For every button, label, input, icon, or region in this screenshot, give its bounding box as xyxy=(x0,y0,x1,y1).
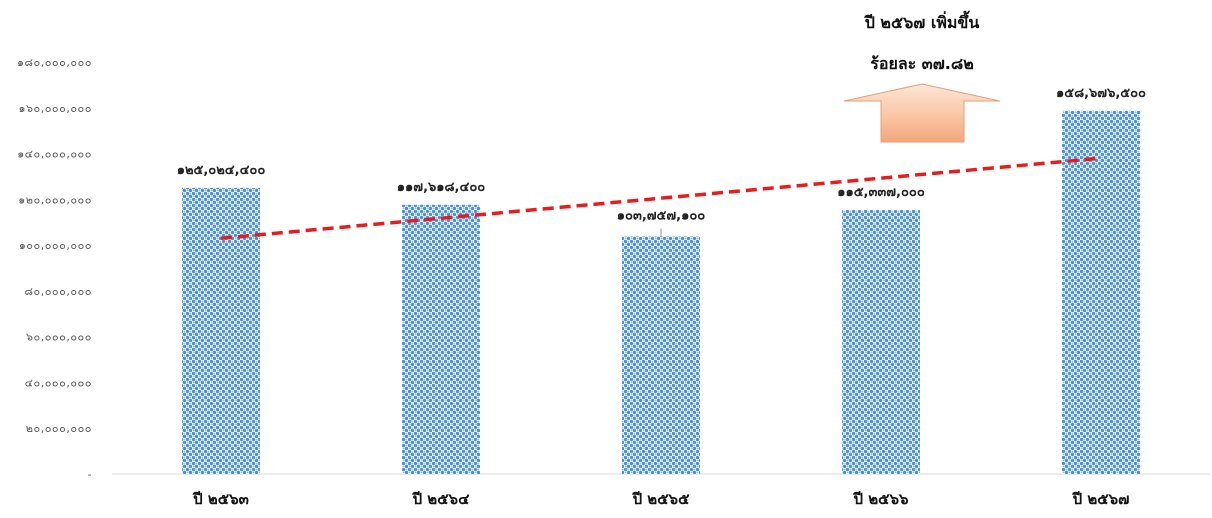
y-tick-label: ๔๐,๐๐๐,๐๐๐ xyxy=(25,376,92,389)
data-label: ๑๑๗,๖๑๘,๔๐๐ xyxy=(397,180,485,195)
bar xyxy=(622,236,700,474)
bars xyxy=(182,110,1140,475)
trendline-line xyxy=(220,156,1102,240)
bar xyxy=(1062,110,1140,474)
x-tick-label: ปี ๒๕๖๖ xyxy=(853,490,909,508)
bar xyxy=(402,204,480,474)
bar xyxy=(182,187,260,474)
y-tick-label: ๑๘๐,๐๐๐,๐๐๐ xyxy=(17,56,92,69)
y-tick-label: ๑๖๐,๐๐๐,๐๐๐ xyxy=(19,102,92,115)
x-axis: ปี ๒๕๖๓ ปี ๒๕๖๔ ปี ๒๕๖๕ ปี ๒๕๖๖ ปี ๒๕๖๗ xyxy=(192,490,1129,508)
annotation-line-2: ร้อยละ ๓๗.๘๒ xyxy=(870,54,973,73)
y-tick-label: ๑๔๐,๐๐๐,๐๐๐ xyxy=(17,148,92,161)
data-label: ๑๑๕,๓๓๗,๐๐๐ xyxy=(837,185,925,200)
annotation-line-1: ปี ๒๕๖๗ เพิ่มขึ้น xyxy=(863,10,979,32)
bar xyxy=(842,210,920,475)
y-axis: - ๒๐,๐๐๐,๐๐๐ ๔๐,๐๐๐,๐๐๐ ๖๐,๐๐๐,๐๐๐ ๘๐,๐๐๐,๐๐… xyxy=(17,56,92,481)
annotation: ปี ๒๕๖๗ เพิ่มขึ้น ร้อยละ ๓๗.๘๒ xyxy=(843,10,1001,143)
x-tick-label: ปี ๒๕๖๕ xyxy=(632,490,690,508)
y-tick-label: ๑๐๐,๐๐๐,๐๐๐ xyxy=(19,239,92,252)
x-tick-label: ปี ๒๕๖๔ xyxy=(412,490,470,508)
data-label: ๑๒๕,๐๒๔,๔๐๐ xyxy=(177,163,266,178)
y-tick-label: ๑๒๐,๐๐๐,๐๐๐ xyxy=(18,193,92,206)
x-tick-label: ปี ๒๕๖๓ xyxy=(192,490,249,508)
y-tick-label: ๖๐,๐๐๐,๐๐๐ xyxy=(26,331,92,344)
data-label: ๑๐๓,๗๕๗,๑๐๐ xyxy=(617,209,706,224)
y-tick-label: ๒๐,๐๐๐,๐๐๐ xyxy=(26,422,92,435)
y-tick-label: ๘๐,๐๐๐,๐๐๐ xyxy=(25,285,92,298)
data-label: ๑๕๘,๖๗๖,๕๐๐ xyxy=(1056,86,1146,101)
x-tick-label: ปี ๒๕๖๗ xyxy=(1072,490,1130,508)
up-arrow-icon xyxy=(843,83,1001,143)
trendline xyxy=(220,156,1102,240)
y-tick-label: - xyxy=(88,468,92,481)
